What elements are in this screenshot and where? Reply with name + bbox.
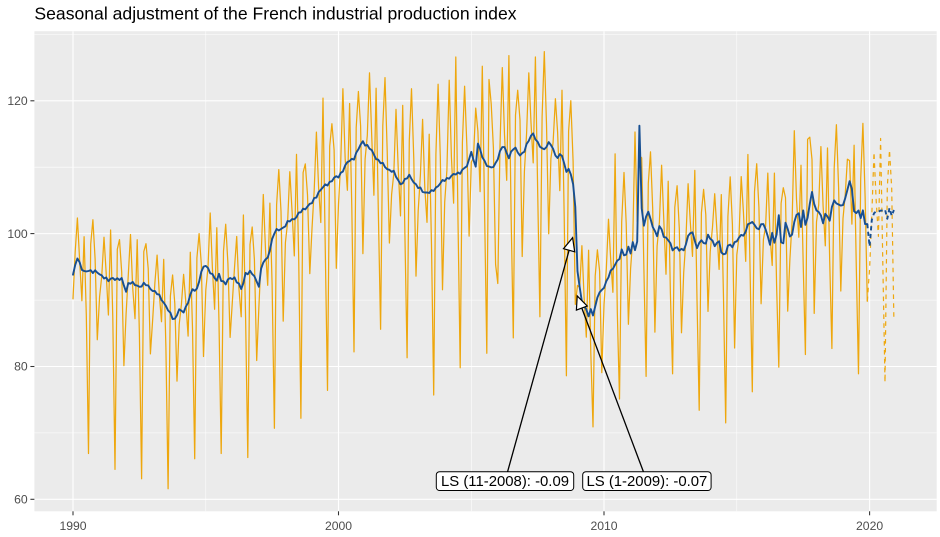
svg-text:LS (11-2008): -0.09: LS (11-2008): -0.09 <box>441 474 569 490</box>
svg-text:2010: 2010 <box>590 519 617 533</box>
svg-text:Seasonal adjustment of the Fre: Seasonal adjustment of the French indust… <box>34 4 516 24</box>
svg-text:2000: 2000 <box>325 519 352 533</box>
svg-text:60: 60 <box>14 493 28 507</box>
svg-text:100: 100 <box>7 227 28 241</box>
svg-text:80: 80 <box>14 360 28 374</box>
svg-text:1990: 1990 <box>59 519 86 533</box>
svg-text:120: 120 <box>7 94 28 108</box>
svg-text:LS (1-2009): -0.07: LS (1-2009): -0.07 <box>586 474 707 490</box>
svg-text:2020: 2020 <box>856 519 883 533</box>
